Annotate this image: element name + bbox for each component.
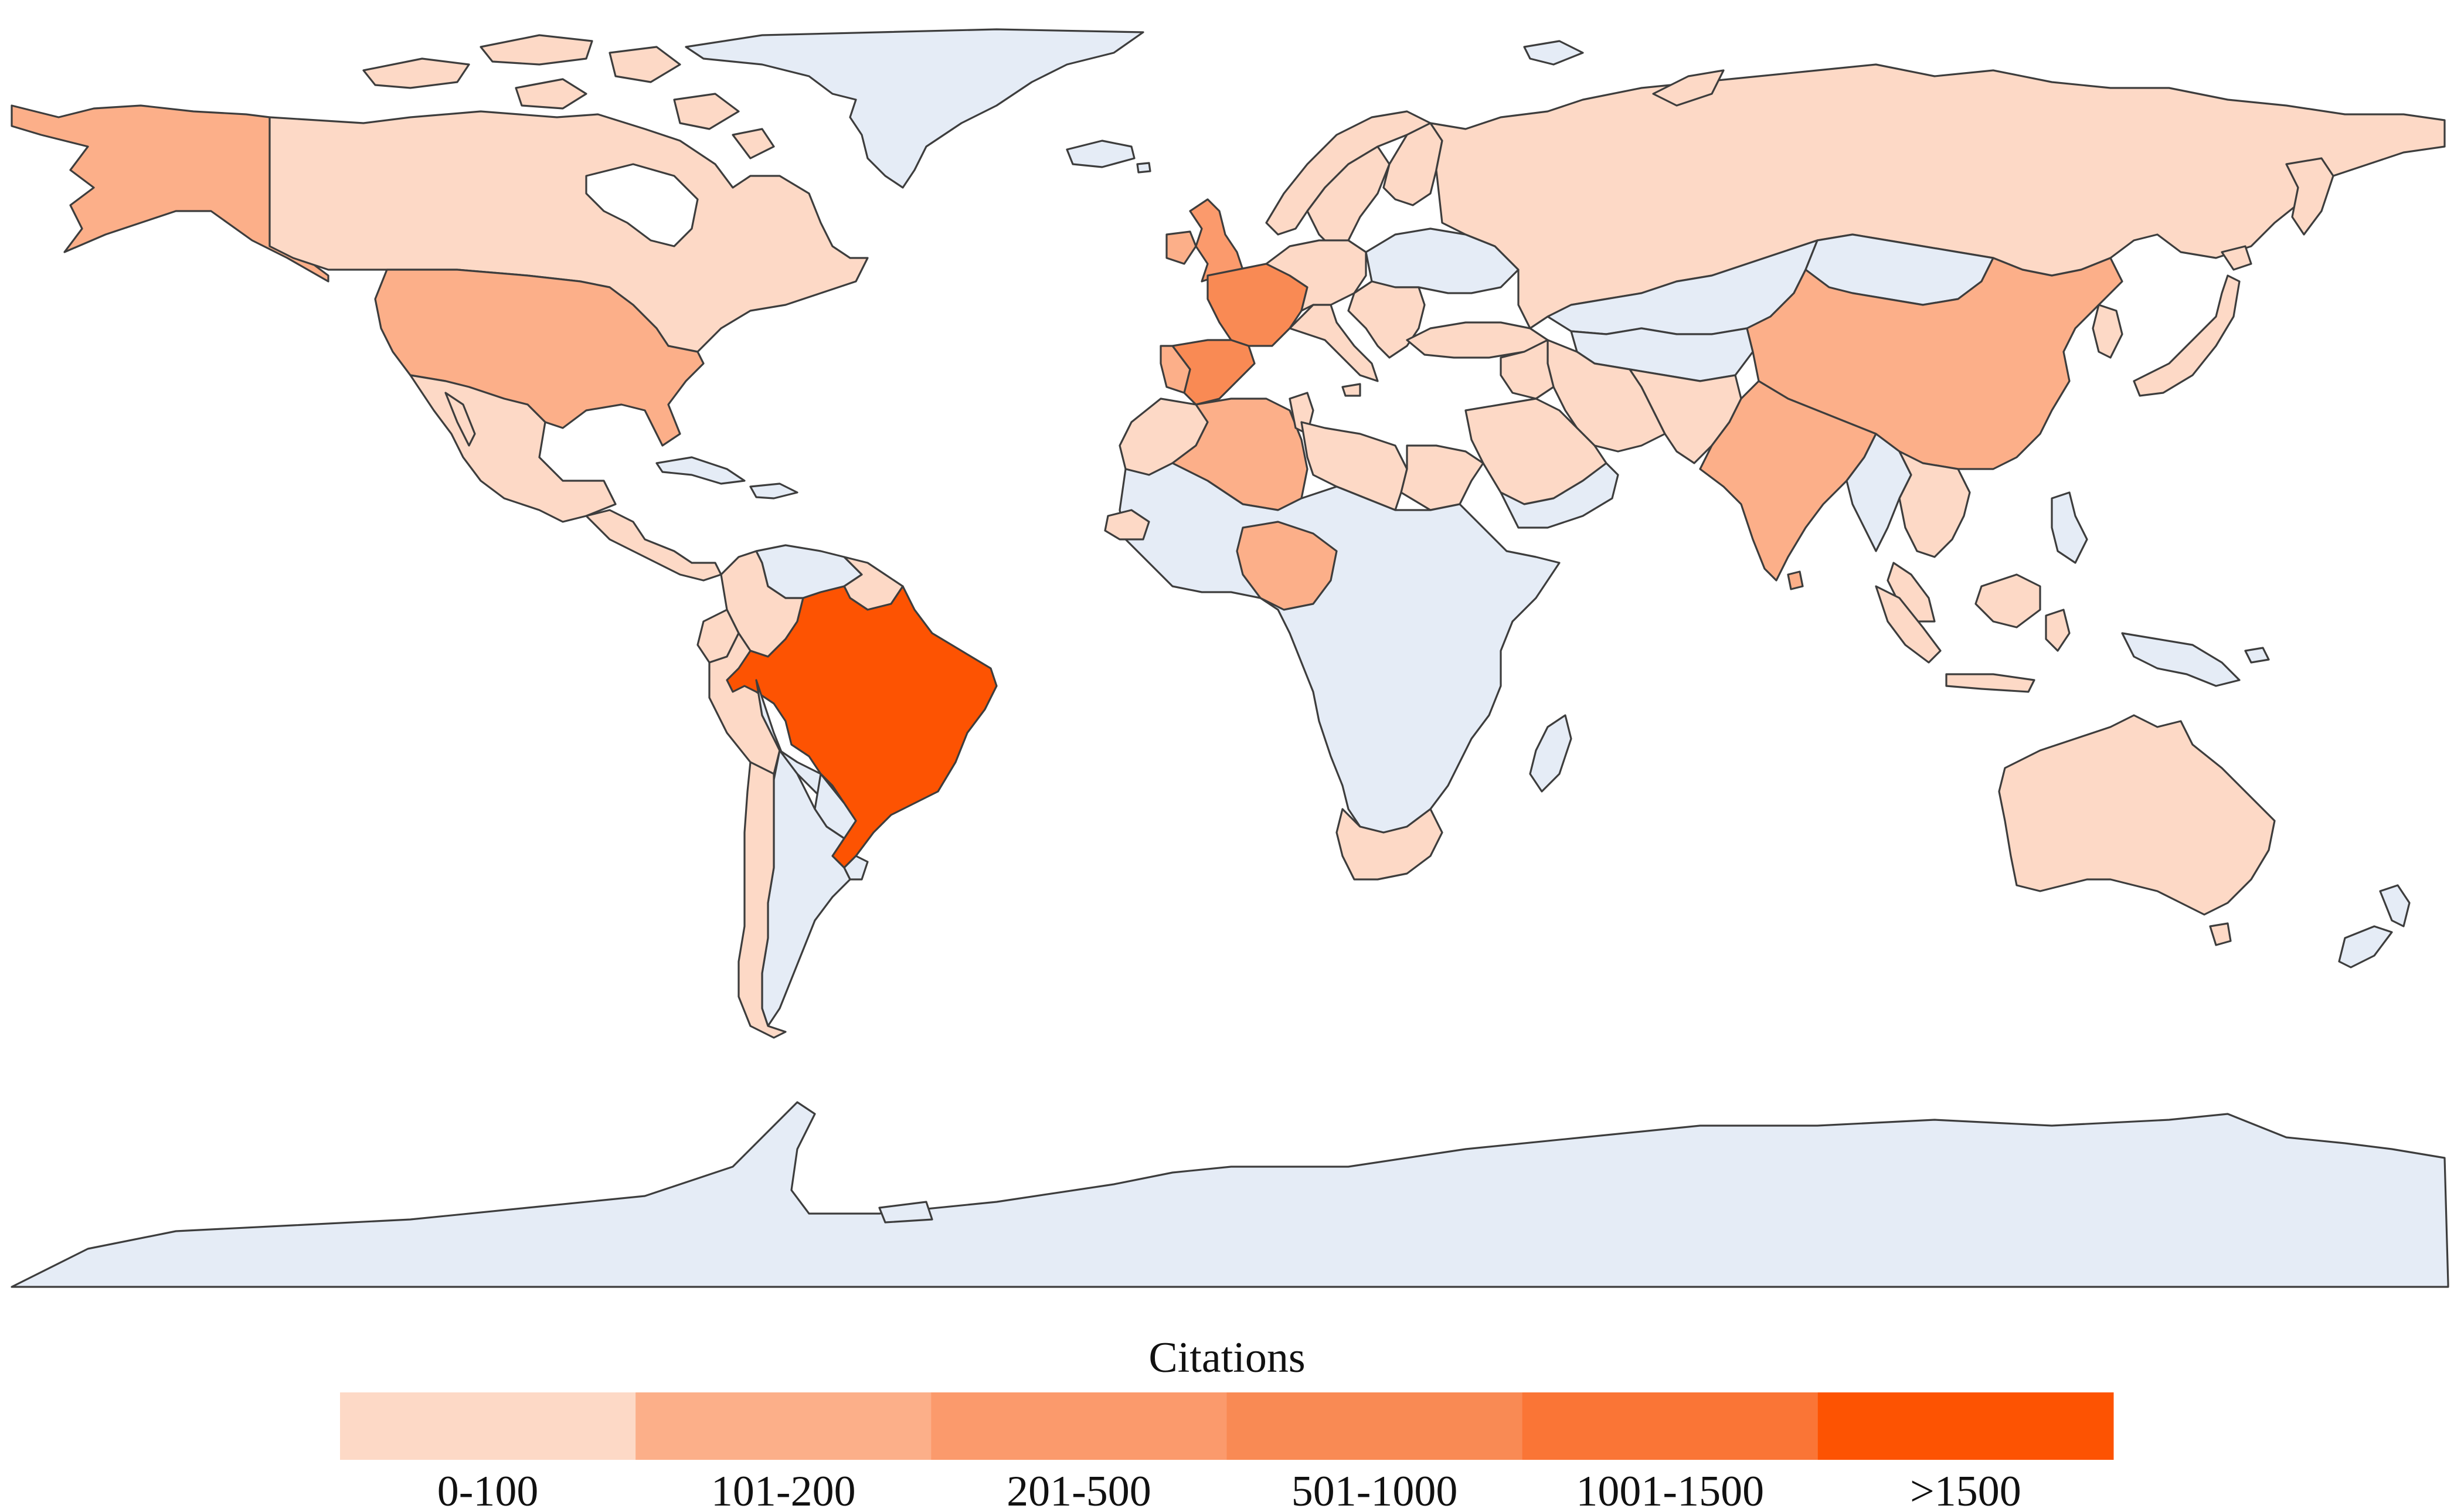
legend-label: >1500 <box>1910 1467 2021 1512</box>
legend-swatch <box>1522 1392 1819 1460</box>
region-italy <box>1289 304 1379 382</box>
region-sri-lanka <box>1787 570 1804 590</box>
legend-swatch <box>1226 1392 1523 1460</box>
region-hudson-bay <box>585 163 699 247</box>
region-png-islands <box>2244 647 2270 664</box>
region-arctic-islands <box>362 34 775 159</box>
region-egypt <box>1400 444 1484 511</box>
region-cuba <box>655 456 746 485</box>
region-sumatra <box>1875 585 1942 664</box>
region-new-guinea <box>2121 632 2241 687</box>
region-greenland <box>685 28 1144 189</box>
region-sulawesi <box>2045 609 2071 652</box>
legend-label: 1001-1500 <box>1576 1467 1764 1512</box>
legend-swatch <box>635 1392 932 1460</box>
region-finland <box>1382 122 1443 206</box>
region-se-asia-mainland <box>1898 450 1971 558</box>
color-legend: Citations 0-100 101-200 201-500 501-1000 100… <box>340 1334 2114 1512</box>
region-chile <box>737 761 787 1039</box>
region-kamchatka <box>2285 157 2334 236</box>
region-malaysia <box>1887 562 1936 623</box>
region-tasmania <box>2209 922 2232 946</box>
region-senegal <box>1104 509 1150 541</box>
region-antarctica-island <box>878 1201 933 1224</box>
legend-title: Citations <box>1148 1334 1305 1382</box>
region-australia <box>1998 714 2276 916</box>
region-philippines <box>2051 491 2088 564</box>
region-sicily <box>1341 383 1361 397</box>
legend-swatch <box>931 1392 1227 1460</box>
region-alaska <box>11 104 329 283</box>
region-java <box>1945 673 2035 693</box>
region-hokkaido <box>2221 245 2252 271</box>
region-iran <box>1547 339 1666 453</box>
region-portugal <box>1160 345 1191 394</box>
legend-swatch <box>340 1392 636 1460</box>
legend-swatch <box>1817 1392 2114 1460</box>
region-faroe <box>1136 162 1151 174</box>
legend-label: 0-100 <box>437 1467 539 1512</box>
region-iraq-syria <box>1500 339 1555 400</box>
region-new-zealand-north <box>2379 884 2411 927</box>
region-nigeria <box>1236 521 1338 611</box>
region-svalbard <box>1523 40 1584 66</box>
legend-labels: 0-100 101-200 201-500 501-1000 1001-1500 >150… <box>437 1467 2021 1512</box>
region-japan <box>2133 274 2241 397</box>
legend-label: 101-200 <box>711 1467 856 1512</box>
region-hispaniola <box>749 483 798 500</box>
region-central-america <box>585 509 722 582</box>
region-madagascar <box>1529 714 1572 793</box>
region-yemen-oman <box>1500 462 1619 529</box>
legend-label: 201-500 <box>1007 1467 1151 1512</box>
region-india <box>1699 380 1877 582</box>
region-baja-california <box>444 392 476 447</box>
region-brazil <box>726 585 998 869</box>
region-south-africa <box>1335 808 1443 881</box>
region-new-zealand-south <box>2338 925 2393 969</box>
region-borneo <box>1974 573 2041 628</box>
legend-label: 501-1000 <box>1291 1467 1458 1512</box>
region-novaya-zemlya <box>1652 69 1725 107</box>
legend-swatches <box>340 1392 2114 1460</box>
region-ireland <box>1165 230 1197 265</box>
region-korea <box>2092 304 2123 359</box>
region-libya <box>1300 421 1408 511</box>
region-antarctica <box>11 1101 2449 1288</box>
region-iceland <box>1066 140 1136 168</box>
